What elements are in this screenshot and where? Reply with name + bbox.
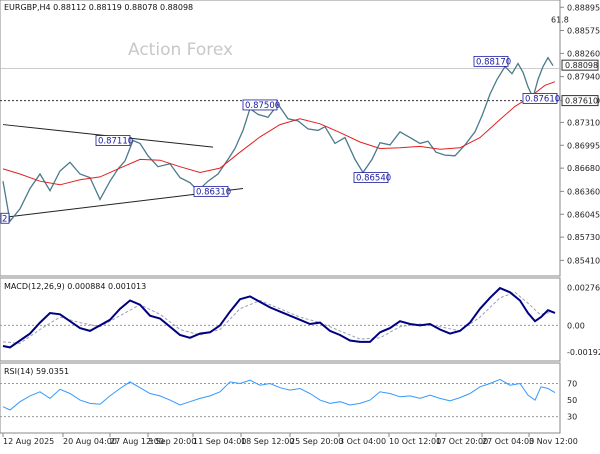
main-header: EURGBP,H4 0.88112 0.88119 0.88078 0.8809…: [4, 3, 193, 12]
price-tick-label: 0.85410: [567, 256, 600, 265]
time-tick-label: 27 Oct 04:00: [482, 437, 534, 446]
macd-tick-label: -0.001925: [567, 348, 600, 357]
rsi-tick-label: 70: [567, 380, 577, 389]
rsi-tick-label: 30: [567, 413, 577, 422]
price-tick-label: 0.88260: [567, 49, 600, 58]
price-annotation-label: 0.87500: [245, 101, 280, 111]
rsi-panel-frame: [0, 362, 561, 434]
macd-tick-label: 0.00: [567, 321, 585, 330]
time-tick-label: 20 Aug 04:00: [63, 437, 117, 446]
moving-average-series: [2, 81, 556, 186]
price-tick-label: 0.86995: [567, 141, 600, 150]
current-price-label: 0.88098: [565, 61, 598, 70]
price-annotation-label: 0.86540: [356, 174, 391, 184]
rsi-header: RSI(14) 59.0351: [4, 367, 69, 376]
fib-label: 61.8: [551, 16, 569, 25]
price-annotation-label: 0.86310: [196, 187, 231, 197]
time-tick-label: 3 Oct 04:00: [339, 437, 386, 446]
x-axis: 12 Aug 2025 20 Aug 04:0027 Aug 12:003 Sep…: [2, 433, 578, 446]
rsi-series: [2, 378, 556, 411]
rsi-tick-label: 50: [567, 396, 577, 405]
price-annotation-box: [95, 135, 131, 146]
price-annotation-box: [193, 185, 229, 197]
left-annotation-box: [0, 212, 10, 224]
price-annotation-label: 0.87610: [525, 94, 560, 104]
price-annotation-box: [242, 99, 278, 111]
price-tick-label: 0.88895: [567, 3, 600, 12]
price-annotation-box: [522, 93, 558, 104]
price-annotation-box: [473, 55, 509, 67]
time-tick-label: 3 Sep 20:00: [148, 437, 196, 446]
macd-panel-frame: [0, 277, 561, 362]
left-annotation-label: 2: [2, 214, 7, 224]
macd-tick-label: 0.00276: [567, 283, 600, 292]
price-series: [2, 56, 554, 223]
macd-plot: 0.00276 0.00 -0.001925: [0, 283, 600, 357]
price-tick-label: 0.87940: [567, 73, 600, 82]
watermark: Action Forex: [128, 40, 233, 60]
support-price-box: [561, 95, 599, 107]
price-annotation-label: 0.88170: [476, 57, 511, 67]
price-tick-label: 0.88575: [567, 27, 600, 36]
rsi-plot: 70 50 30: [0, 378, 577, 422]
price-tick-label: 0.86360: [567, 187, 600, 196]
macd-header: MACD(12,26,9) 0.000884 0.001013: [4, 282, 146, 291]
price-annotation-label: 0.87110: [98, 137, 133, 147]
main-plot: 0.88895 0.88575 0.88260 0.87940 0.87610 0.873…: [0, 3, 600, 265]
time-tick-label: 12 Aug 2025: [3, 437, 54, 446]
price-tick-label: 0.86680: [567, 164, 600, 173]
time-tick-label: 27 Aug 12:00: [110, 437, 164, 446]
main-panel-frame: [0, 0, 561, 277]
time-tick-label: 25 Sep 20:00: [290, 437, 343, 446]
current-price-box: [561, 59, 599, 71]
support-price-label: 0.87610: [565, 97, 598, 106]
time-tick-label: 11 Sep 04:00: [193, 437, 246, 446]
macd-series: [2, 286, 556, 349]
price-tick-label: 0.86045: [567, 210, 600, 219]
price-tick-label: 0.87310: [567, 118, 600, 127]
price-tick-label: 0.85730: [567, 233, 600, 242]
time-tick-label: 17 Oct 20:00: [436, 437, 488, 446]
time-tick-label: 10 Oct 12:00: [389, 437, 441, 446]
price-annotation-box: [353, 172, 389, 183]
time-tick-label: 18 Sep 12:00: [241, 437, 294, 446]
time-tick-label: 3 Nov 12:00: [529, 437, 578, 446]
signal-series: [2, 291, 556, 344]
